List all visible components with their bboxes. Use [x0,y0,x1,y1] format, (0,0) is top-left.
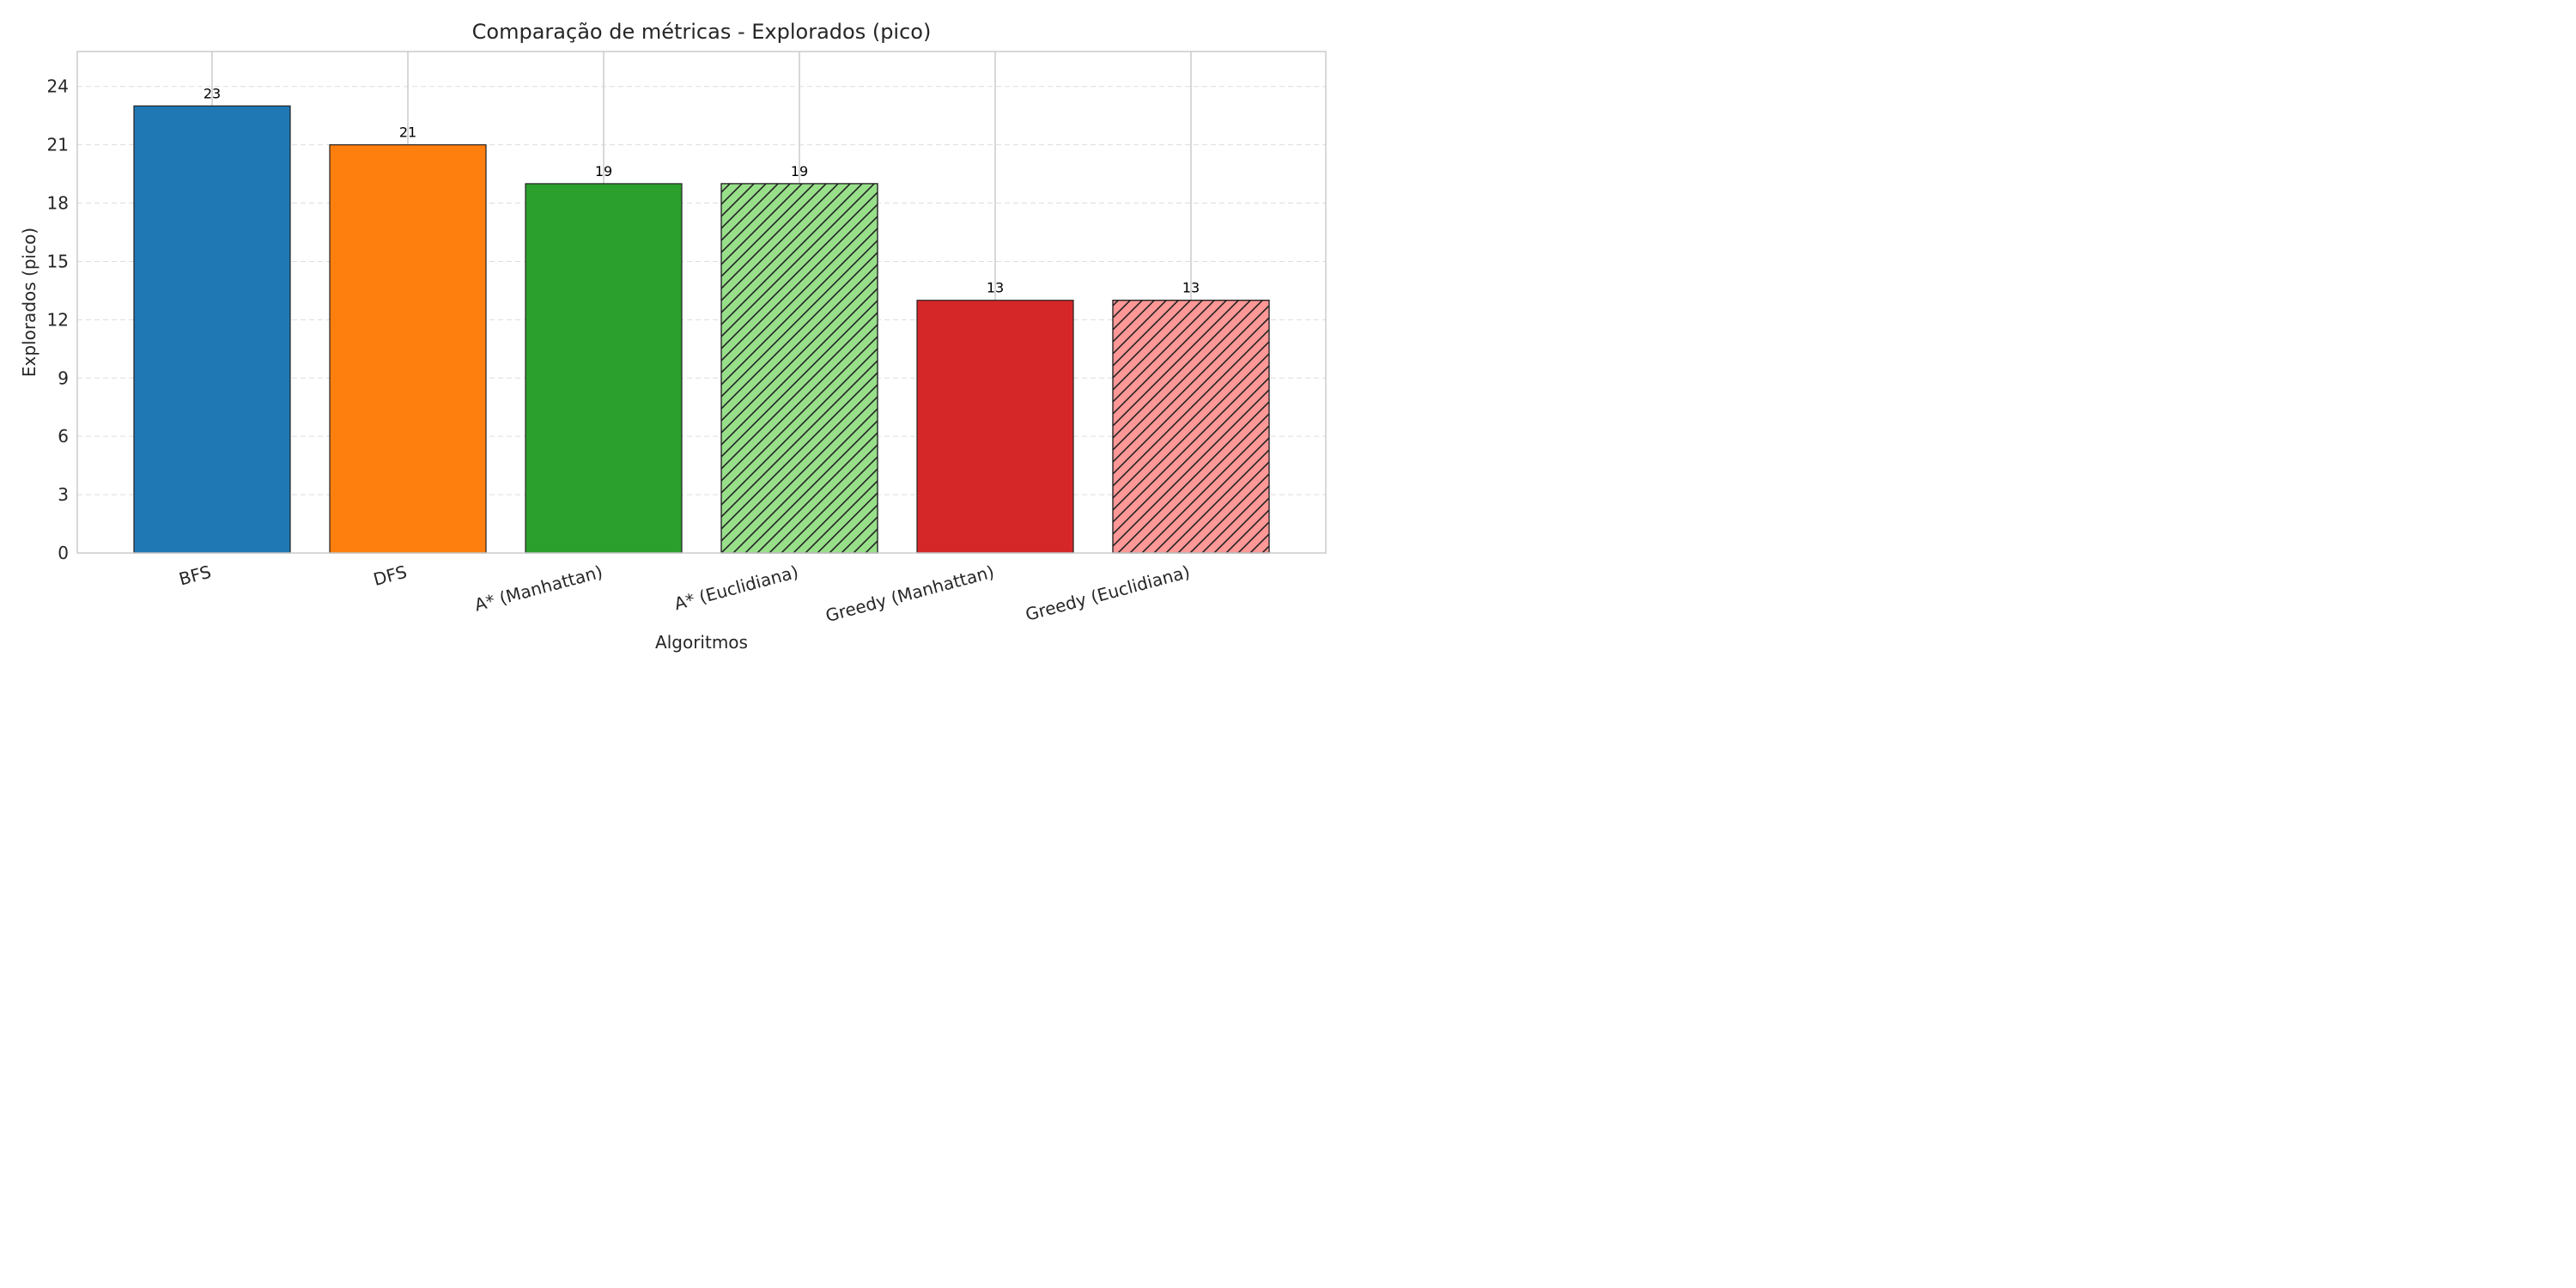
y-tick-label: 9 [58,368,69,388]
bar [329,144,487,554]
y-tick-label: 12 [47,309,69,330]
x-tick-label: Greedy (Manhattan) [823,562,996,626]
x-tick-label: DFS [371,562,409,590]
bar-hatch [1112,300,1270,554]
x-tick-label: A* (Manhattan) [472,562,605,616]
y-tick-labels: 0 3 6 9 12 15 18 21 24 [47,76,69,563]
chart-title: Comparação de métricas - Explorados (pic… [472,20,932,44]
plot-frame [76,51,1327,554]
x-tick-label: Greedy (Euclidiana) [1024,562,1193,625]
bar [525,183,683,554]
bar [133,105,291,554]
y-tick-label: 24 [47,76,69,97]
bar-chart: 0 3 6 9 12 15 18 21 24 BFS DFS A* (Manhattan) A* (E… [19,20,1327,653]
data-label: 13 [987,280,1004,296]
bar-hatch [720,183,878,554]
data-label: 19 [791,163,808,179]
data-labels: 23 21 19 19 13 13 [204,85,1200,295]
x-tick-label: A* (Euclidiana) [672,562,801,615]
x-tick-labels: BFS DFS A* (Manhattan) A* (Euclidiana) Greed… [177,562,1193,626]
y-tick-label: 0 [58,543,69,563]
data-label: 21 [399,125,416,141]
y-tick-label: 18 [47,193,69,214]
data-label: 23 [204,85,221,101]
y-tick-label: 3 [58,484,69,505]
bar [916,300,1074,554]
x-tick-label: BFS [177,562,214,590]
data-label: 13 [1182,280,1200,296]
y-axis-label: Explorados (pico) [19,228,39,377]
y-tick-label: 21 [47,135,69,155]
y-tick-label: 15 [47,251,69,271]
x-axis-label: Algoritmos [655,632,748,653]
y-tick-label: 6 [58,426,69,447]
data-label: 19 [595,163,612,179]
